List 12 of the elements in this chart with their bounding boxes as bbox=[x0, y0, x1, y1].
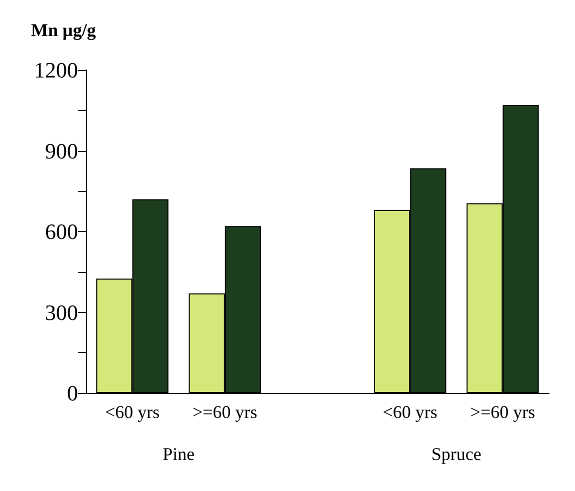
y-tick-label: 900 bbox=[45, 138, 78, 164]
y-tick-label: 0 bbox=[67, 380, 78, 406]
x-tick-label: >=60 yrs bbox=[192, 402, 258, 422]
y-tick-label: 600 bbox=[45, 219, 78, 244]
y-tick-label: 1200 bbox=[34, 58, 78, 82]
x-tick-label: >=60 yrs bbox=[470, 402, 536, 422]
x-tick-label: <60 yrs bbox=[382, 402, 438, 422]
text: Spruce bbox=[431, 444, 482, 464]
text: Pine bbox=[162, 444, 195, 464]
y-tick-label: 300 bbox=[45, 300, 78, 325]
y-axis-title: Mn µg/g bbox=[31, 20, 96, 40]
x-tick-label: <60 yrs bbox=[104, 402, 160, 422]
